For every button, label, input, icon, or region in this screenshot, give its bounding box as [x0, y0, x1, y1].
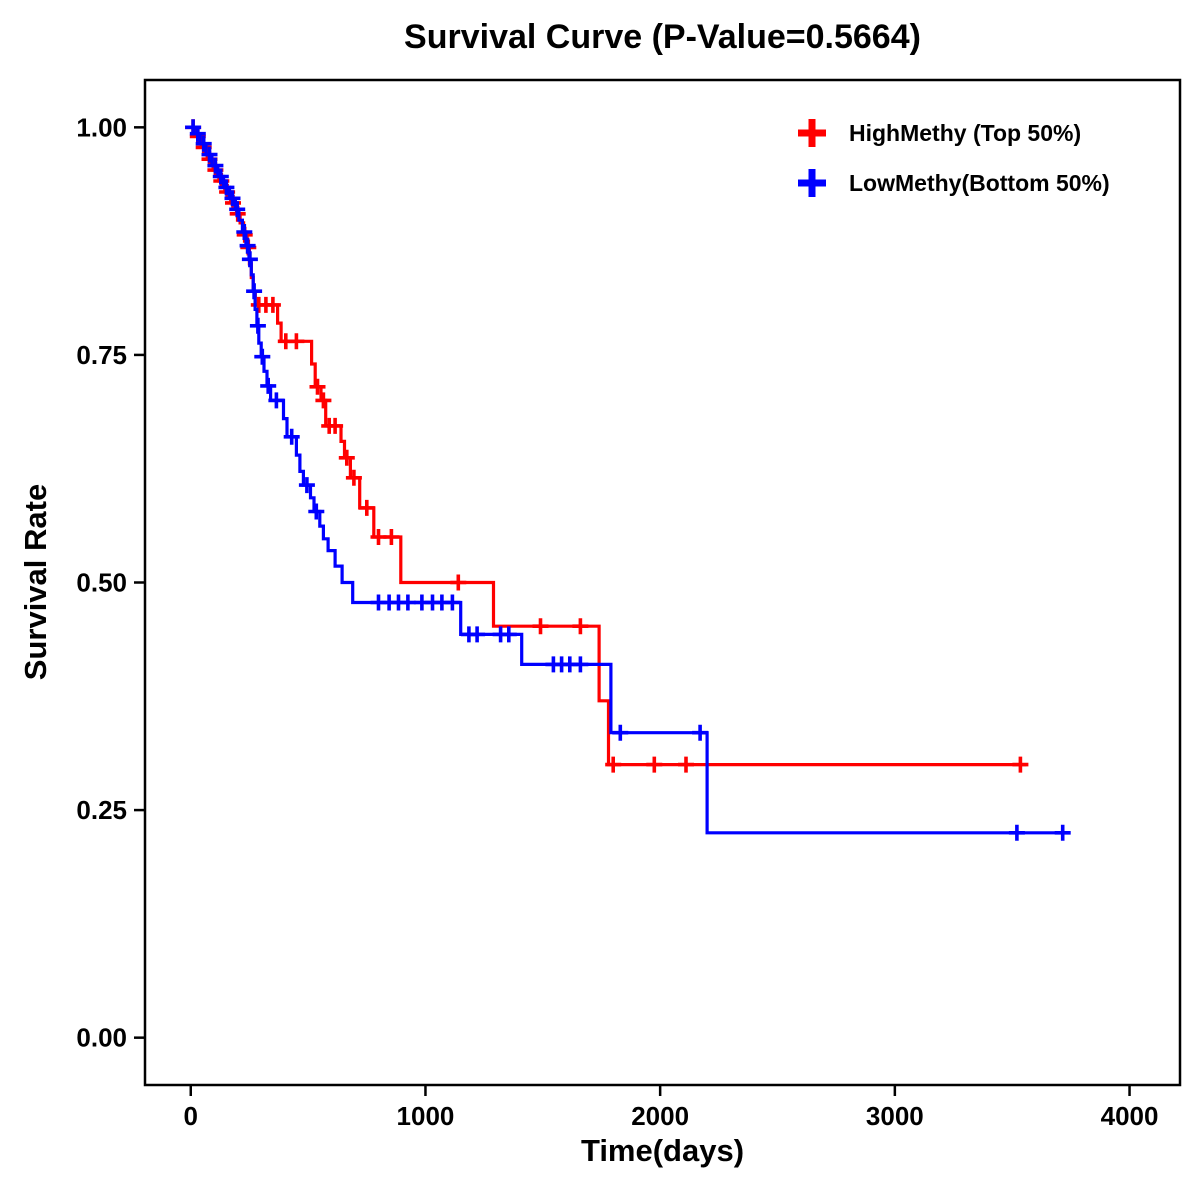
- svg-text:3000: 3000: [866, 1101, 924, 1131]
- plus-marker-icon: [798, 169, 826, 197]
- legend-label-lowmethy: LowMethy(Bottom 50%): [849, 169, 1110, 196]
- y-axis-label: Survival Rate: [18, 483, 53, 681]
- svg-text:0.50: 0.50: [76, 568, 127, 598]
- svg-text:0: 0: [184, 1101, 198, 1131]
- plus-marker-icon: [798, 119, 826, 147]
- svg-text:0.00: 0.00: [76, 1023, 127, 1053]
- svg-text:1000: 1000: [397, 1101, 455, 1131]
- legend-label-highmethy: HighMethy (Top 50%): [849, 119, 1082, 146]
- svg-text:0.75: 0.75: [76, 340, 127, 370]
- chart-title: Survival Curve (P-Value=0.5664): [404, 18, 921, 56]
- legend-item-lowmethy: LowMethy(Bottom 50%): [795, 162, 1110, 204]
- svg-text:0.25: 0.25: [76, 795, 127, 825]
- legend-item-highmethy: HighMethy (Top 50%): [795, 112, 1110, 154]
- legend: HighMethy (Top 50%) LowMethy(Bottom 50%): [795, 112, 1110, 204]
- svg-text:1.00: 1.00: [76, 112, 127, 142]
- svg-text:2000: 2000: [631, 1101, 689, 1131]
- x-axis-label: Time(days): [580, 1133, 745, 1168]
- svg-text:4000: 4000: [1101, 1101, 1159, 1131]
